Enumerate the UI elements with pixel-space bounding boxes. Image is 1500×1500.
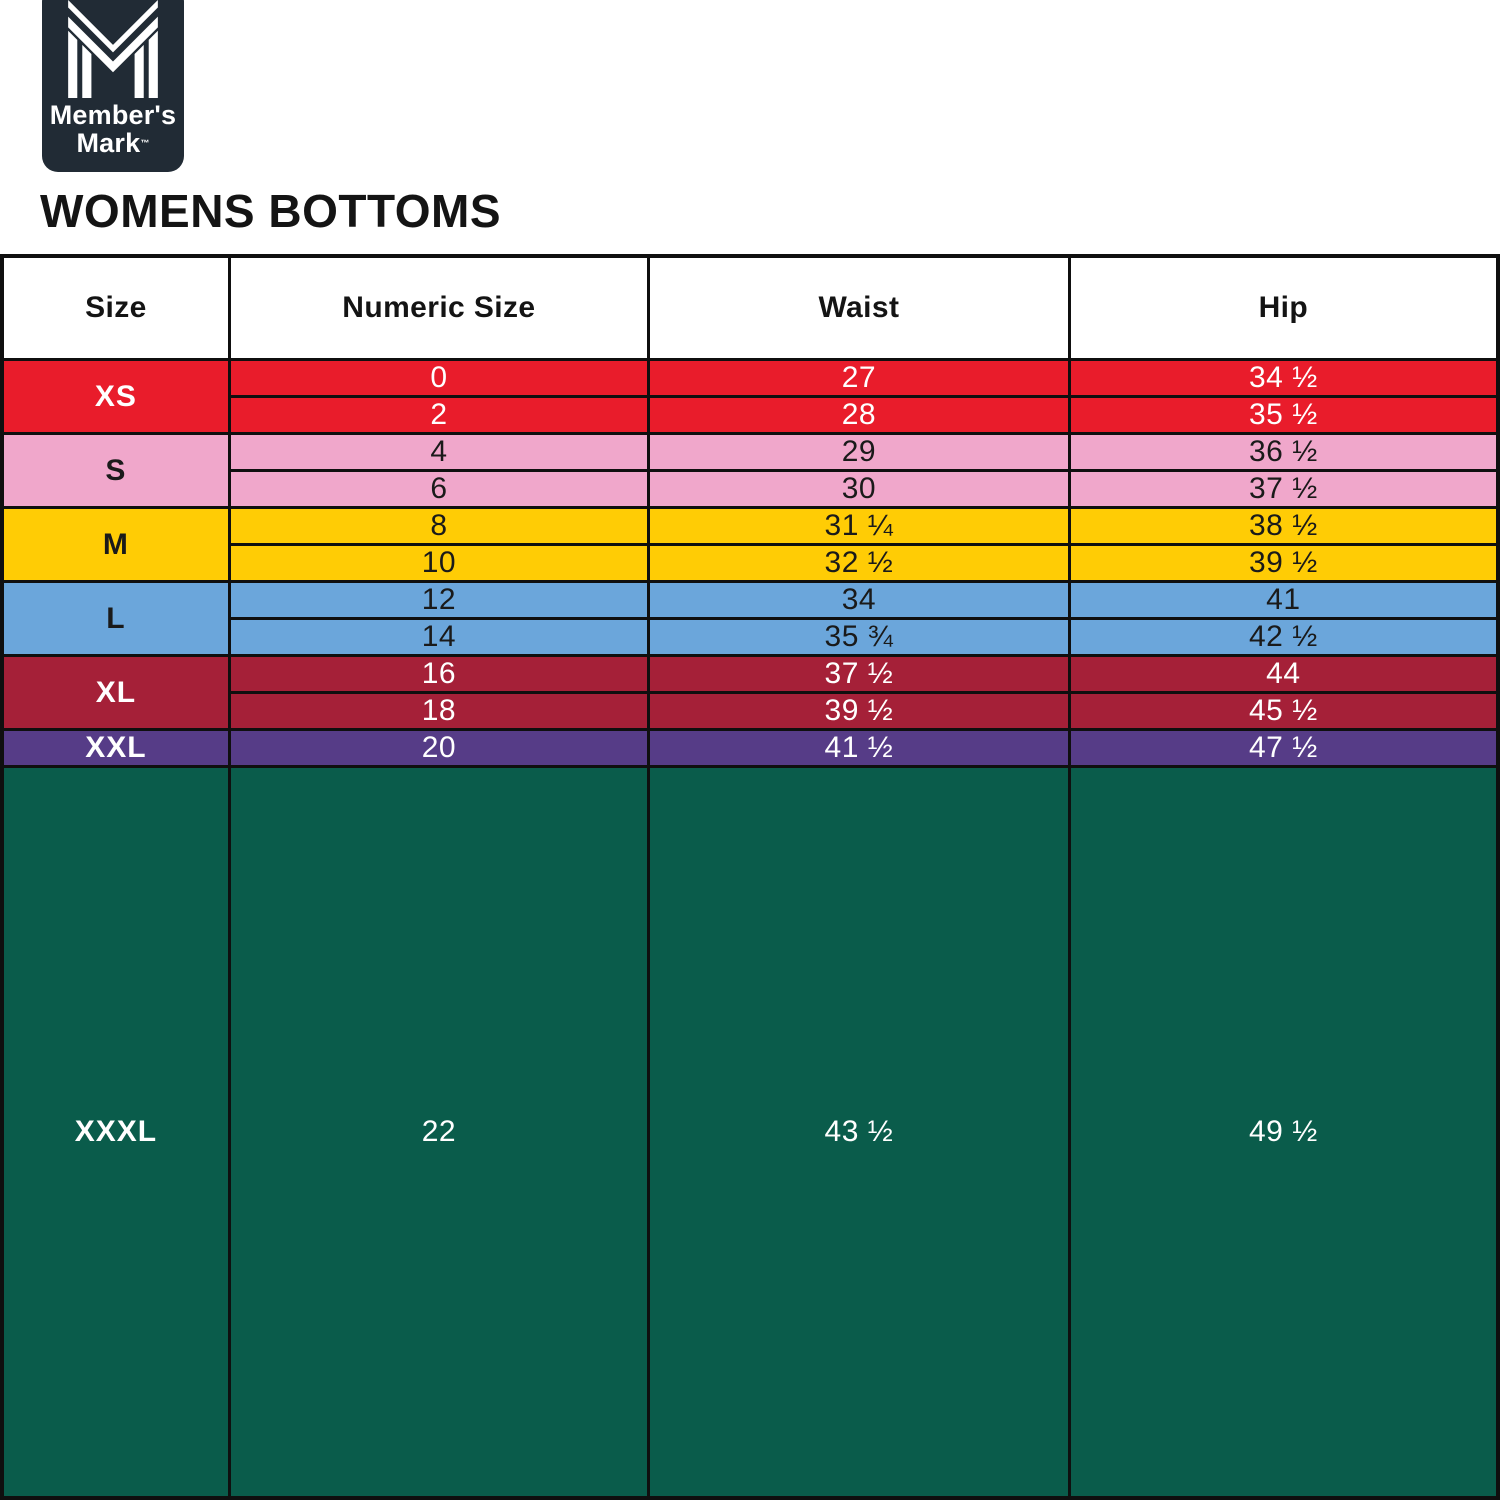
table-row: 6 30 37 ½ (230, 469, 1496, 506)
trademark-symbol: ™ (140, 137, 150, 148)
cell-hip: 45 ½ (1249, 694, 1318, 727)
cell-hip: 35 ½ (1249, 398, 1318, 431)
members-mark-logo: Member's Mark™ (42, 0, 184, 172)
cell-hip: 44 (1266, 657, 1301, 690)
cell-waist: 34 (650, 583, 1071, 617)
page-title: WOMENS BOTTOMS (40, 185, 502, 237)
cell-hip: 36 ½ (1249, 435, 1318, 468)
cell-hip: 47 ½ (1249, 731, 1318, 764)
cell-hip: 37 ½ (1249, 472, 1318, 505)
cell-numeric-size: 2 (231, 398, 651, 432)
cell-hip: 39 ½ (1249, 546, 1318, 579)
cell-hip: 41 (1266, 583, 1301, 616)
table-row: 0 27 34 ½ (231, 361, 1496, 395)
size-label: XL (4, 657, 231, 728)
cell-hip: 38 ½ (1249, 509, 1318, 542)
logo-wordmark: Member's Mark™ (49, 100, 177, 158)
header-hip: Hip (1258, 291, 1309, 324)
size-label: XXL (4, 731, 231, 765)
cell-numeric-size: 10 (231, 546, 651, 580)
section-s: S 4 29 36 ½ 6 30 37 ½ (4, 435, 1496, 509)
members-mark-m-icon (68, 0, 158, 98)
cell-waist: 27 (650, 361, 1071, 395)
size-label: L (4, 583, 231, 654)
cell-numeric-size: 0 (231, 361, 651, 395)
cell-numeric-size: 12 (231, 583, 651, 617)
cell-waist: 29 (650, 435, 1071, 469)
header-waist: Waist (650, 258, 1071, 358)
table-row: 22 43 ½ 49 ½ (231, 768, 1496, 1496)
size-table: Size Numeric Size Waist Hip XS 0 27 34 ½… (0, 254, 1500, 1500)
cell-waist: 43 ½ (650, 768, 1071, 1496)
cell-waist: 41 ½ (650, 731, 1071, 765)
section-l: L 12 34 41 14 35 ¾ 42 ½ (4, 583, 1496, 657)
cell-numeric-size: 14 (231, 620, 651, 654)
table-row: 18 39 ½ 45 ½ (230, 691, 1496, 728)
section-xs: XS 0 27 34 ½ 2 28 35 ½ (4, 361, 1496, 435)
section-xxl: XXL 20 41 ½ 47 ½ (4, 731, 1496, 768)
table-row: 8 31 ¼ 38 ½ (231, 509, 1496, 543)
cell-waist: 39 ½ (650, 694, 1071, 728)
cell-hip: 34 ½ (1249, 361, 1318, 394)
cell-waist: 37 ½ (650, 657, 1071, 691)
table-row: 20 41 ½ 47 ½ (231, 731, 1496, 765)
size-label: S (4, 435, 231, 506)
cell-numeric-size: 16 (231, 657, 651, 691)
size-label: XS (4, 361, 231, 432)
cell-numeric-size: 20 (231, 731, 651, 765)
cell-waist: 35 ¾ (650, 620, 1071, 654)
cell-hip: 42 ½ (1249, 620, 1318, 653)
header-size: Size (4, 258, 231, 358)
logo-line-mark: Mark™ (76, 127, 150, 158)
cell-waist: 32 ½ (650, 546, 1071, 580)
table-row: 10 32 ½ 39 ½ (230, 543, 1496, 580)
table-row: 12 34 41 (231, 583, 1496, 617)
cell-numeric-size: 6 (231, 472, 651, 506)
cell-numeric-size: 18 (231, 694, 651, 728)
cell-waist: 31 ¼ (650, 509, 1071, 543)
size-label: M (4, 509, 231, 580)
section-xxxl: XXXL 22 43 ½ 49 ½ (4, 768, 1496, 1496)
table-header-row: Size Numeric Size Waist Hip (4, 258, 1496, 361)
cell-waist: 30 (650, 472, 1071, 506)
table-row: 4 29 36 ½ (231, 435, 1496, 469)
section-xl: XL 16 37 ½ 44 18 39 ½ 45 ½ (4, 657, 1496, 731)
table-row: 2 28 35 ½ (230, 395, 1496, 432)
cell-hip: 49 ½ (1249, 1115, 1318, 1148)
header-numeric-size: Numeric Size (231, 258, 651, 358)
cell-numeric-size: 22 (231, 768, 651, 1496)
cell-numeric-size: 4 (231, 435, 651, 469)
logo-line-members: Member's (49, 100, 177, 130)
cell-waist: 28 (650, 398, 1071, 432)
cell-numeric-size: 8 (231, 509, 651, 543)
section-m: M 8 31 ¼ 38 ½ 10 32 ½ 39 ½ (4, 509, 1496, 583)
size-label: XXXL (4, 768, 231, 1496)
table-row: 14 35 ¾ 42 ½ (230, 617, 1496, 654)
table-row: 16 37 ½ 44 (231, 657, 1496, 691)
